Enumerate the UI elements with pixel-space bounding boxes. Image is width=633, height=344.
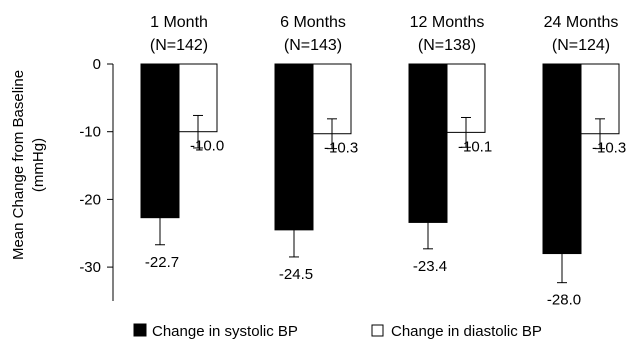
category-label-line1: 6 Months (280, 14, 346, 31)
data-label: -22.7 (145, 254, 179, 271)
legend-label-diastolic: Change in diastolic BP (391, 323, 542, 340)
legend-label-systolic: Change in systolic BP (152, 323, 298, 340)
legend-swatch-diastolic (371, 324, 384, 337)
category-label-line1: 24 Months (544, 14, 619, 31)
data-label: -10.3 (592, 140, 626, 157)
y-tick-label: -30 (79, 259, 101, 276)
bar (542, 63, 582, 255)
chart-marks: 0 -10 -20 -30 1 Month (N=142) 6 Months (N=143) 1… (79, 14, 626, 309)
data-label: -10.3 (324, 140, 358, 157)
y-axis-label-line2: (mmHg) (30, 138, 47, 192)
bar (274, 63, 314, 231)
y-axis-label: Mean Change from Baseline (mmHg) (10, 70, 47, 260)
data-label: -24.5 (279, 266, 313, 283)
category-label-line1: 12 Months (410, 14, 485, 31)
data-label: -10.1 (458, 138, 492, 155)
category-label-line2: (N=138) (418, 37, 476, 54)
y-axis-label-line1: Mean Change from Baseline (10, 70, 27, 260)
bar (408, 63, 448, 223)
bar (140, 63, 180, 219)
legend: Change in systolic BP Change in diastoli… (133, 323, 542, 340)
y-tick-label: -10 (79, 124, 101, 141)
y-tick-label: -20 (79, 191, 101, 208)
y-tick-label: 0 (93, 56, 101, 73)
legend-swatch-systolic (133, 323, 147, 337)
data-label: -23.4 (413, 258, 447, 275)
category-label-line1: 1 Month (150, 14, 208, 31)
category-label-line2: (N=142) (150, 37, 208, 54)
category-label-line2: (N=143) (284, 37, 342, 54)
data-label: -10.0 (190, 138, 224, 155)
category-label-line2: (N=124) (552, 37, 610, 54)
data-label: -28.0 (547, 292, 581, 309)
